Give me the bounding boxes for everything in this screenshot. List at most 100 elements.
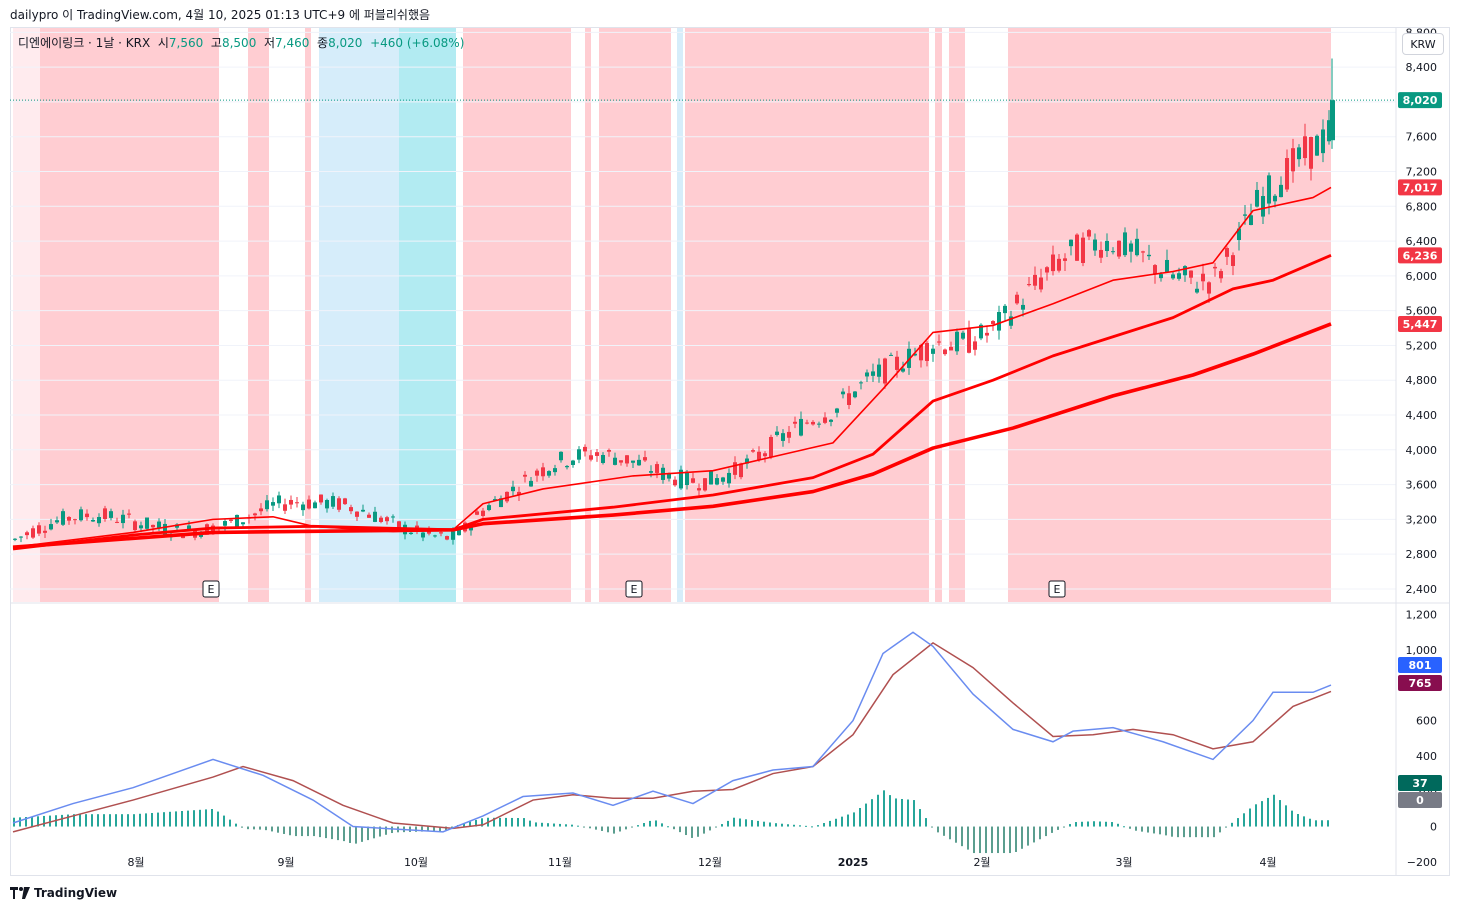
histogram-bar [985,826,987,854]
histogram-bar [25,817,27,827]
open-label: 시 [157,36,169,50]
candle-body [775,431,779,435]
event-box [625,580,643,598]
candle-body [1195,288,1199,293]
label-text: 801 [1409,659,1432,672]
candle-body [421,532,425,538]
candle-body [271,502,275,506]
histogram-bar [103,814,105,827]
histogram-bar [559,823,561,827]
tradingview-footer[interactable]: TradingView [10,886,117,900]
candle-body [613,457,617,465]
candle-body [97,517,101,524]
histogram-bar [919,809,921,827]
label-bg [1398,247,1442,264]
currency-button[interactable]: KRW [1402,33,1444,55]
candle-body [1285,158,1289,190]
histogram-bar [763,821,765,827]
low-value: 7,460 [275,36,310,50]
candle-body [619,460,623,463]
histogram-bar [463,823,465,827]
histogram-bar [115,814,117,827]
candle-body [1291,148,1295,172]
histogram-bar [301,826,303,837]
earnings-event-marker: E [1048,580,1066,598]
candle-body [139,525,143,529]
histogram-bar [757,820,759,827]
signal-line [12,641,1332,833]
histogram-bar [1009,826,1011,854]
candle-body [349,507,353,512]
candle-body [583,446,587,452]
histogram-bar [1141,826,1143,832]
close-value: 8,020 [328,36,363,50]
histogram-bar [337,826,339,841]
candle-body [475,511,479,515]
candle-body [1303,136,1307,159]
histogram-bar [493,817,495,827]
histogram-bar [1255,804,1257,827]
candle-body [481,510,485,516]
histogram-bar [421,826,423,832]
time-tick-label: 8월 [127,856,144,869]
candle-body [889,354,893,356]
histogram-bar [1219,826,1221,833]
time-tick-label: 2월 [973,856,990,869]
histogram-bar [805,825,807,827]
candle-body [985,332,989,336]
candle-body [499,498,503,508]
candle-body [589,455,593,460]
histogram-bar [679,826,681,833]
macd-value-label: 801 [1398,657,1442,673]
candle-body [937,341,941,343]
candle-body [859,382,863,384]
histogram-bar [973,826,975,854]
regime-band [1008,28,1331,602]
candle-body [1231,255,1235,266]
histogram-bar [811,826,813,828]
candle-body [1249,215,1253,226]
candle-body [1327,120,1331,142]
histogram-bar [97,814,99,827]
price-tick-label: 6,800 [1406,200,1438,213]
regime-band [685,28,929,602]
histogram-bar [253,826,255,830]
candle-body [943,349,947,355]
candle-body [391,516,395,518]
regime-band [13,28,40,602]
candle-body [25,532,29,536]
candle-body [1135,238,1139,256]
histogram-bar [721,824,723,827]
histogram-bar [685,826,687,836]
symbol-name: 디엔에이링크 · 1날 · KRX [18,36,151,50]
candle-body [1105,240,1109,252]
histogram-bar [145,813,147,827]
price-tick-label: 5,200 [1406,339,1438,352]
histogram-bar [913,800,915,827]
event-letter: E [208,583,215,596]
candle-body [973,341,977,350]
candle-body [667,473,671,479]
histogram-bar [127,814,129,827]
moving-average-line [12,254,1332,551]
histogram-bar [793,824,795,827]
histogram-bar [1063,826,1065,828]
histogram-bar [1087,821,1089,827]
label-bg [1398,179,1442,196]
histogram-bar [1039,826,1041,840]
histogram-bar [73,814,75,827]
candle-body [1219,271,1223,279]
macd-value-label: 0 [1398,792,1442,808]
time-tick-label: 4월 [1259,856,1276,869]
candle-body [577,449,581,460]
candle-body [967,328,971,353]
histogram-bar [1327,820,1329,827]
histogram-bar [91,814,93,827]
histogram-bar [643,823,645,827]
candle-body [643,457,647,461]
histogram-bar [1165,826,1167,836]
candle-body [955,331,959,352]
histogram-bar [1021,826,1023,849]
histogram-bar [583,826,585,828]
